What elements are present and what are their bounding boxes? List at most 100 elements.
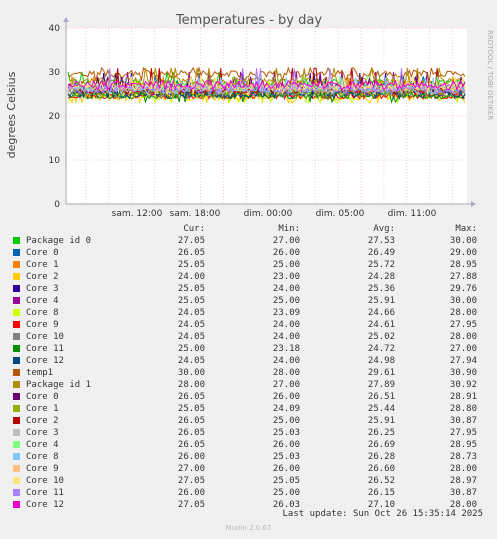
x-tick-label: dim. 05:00 [316,209,365,219]
legend-swatch [13,453,20,460]
y-tick-label: 30 [49,68,61,78]
legend-min: 25.00 [272,488,300,498]
legend-name: Core 12 [26,500,64,510]
legend-name: Core 9 [26,320,59,330]
legend-swatch [13,369,20,376]
legend-row: Package id 1 28.00 27.00 27.89 30.92 [12,379,492,391]
legend-row: Core 1 25.05 24.09 25.44 28.80 [12,403,492,415]
header-min: Min: [278,224,300,234]
y-tick-labels: 0 10 20 30 40 [49,24,61,210]
series-line [67,76,466,96]
legend-max: 27.88 [449,272,477,282]
legend-row: Core 0 26.05 26.00 26.51 28.91 [12,391,492,403]
legend-cur: 25.05 [177,260,205,270]
legend-max: 28.97 [449,476,477,486]
x-tick-labels: sam. 12:00 sam. 18:00 dim. 00:00 dim. 05:00… [112,209,437,219]
legend-row: Core 12 27.05 26.03 27.10 28.00 [12,499,492,511]
legend-min: 23.00 [272,272,300,282]
legend-cur: 26.05 [177,416,205,426]
legend-cur: 24.05 [177,332,205,342]
legend-min: 24.00 [272,332,300,342]
legend-swatch [13,405,20,412]
series-line [67,76,466,100]
legend-cur: 27.05 [177,500,205,510]
legend-swatch [13,357,20,364]
legend-cur: 27.05 [177,476,205,486]
legend-min: 23.18 [272,344,300,354]
legend-swatch [13,381,20,388]
legend-cur: 27.00 [177,464,205,474]
legend-cur: 25.05 [177,284,205,294]
legend-avg: 26.28 [367,452,395,462]
legend-cur: 25.05 [177,404,205,414]
legend-avg: 26.60 [367,464,395,474]
legend-swatch [13,441,20,448]
legend-max: 29.00 [449,248,477,258]
legend-min: 24.00 [272,284,300,294]
legend-avg: 26.15 [367,488,395,498]
legend-cur: 28.00 [177,380,205,390]
legend-min: 26.00 [272,248,300,258]
legend-max: 30.92 [449,380,477,390]
legend-min: 28.00 [272,368,300,378]
y-tick-label: 10 [49,156,61,166]
legend-max: 28.95 [449,260,477,270]
legend-cur: 26.00 [177,452,205,462]
legend-swatch [13,285,20,292]
legend-max: 28.95 [449,440,477,450]
legend-max: 28.00 [449,308,477,318]
legend-name: Core 3 [26,284,59,294]
temperature-chart: Temperatures - by day degrees Celsius RR… [5,13,494,219]
legend-swatch [13,237,20,244]
legend-avg: 24.28 [367,272,395,282]
axes [63,17,476,207]
legend-min: 25.00 [272,416,300,426]
legend-max: 27.95 [449,428,477,438]
legend-row: Core 0 26.05 26.00 26.49 29.00 [12,247,492,259]
legend-row: Core 2 26.05 25.00 25.91 30.87 [12,415,492,427]
legend-min: 25.05 [272,476,300,486]
legend-name: Core 9 [26,464,59,474]
legend-cur: 24.05 [177,356,205,366]
legend-max: 28.91 [449,392,477,402]
legend-avg: 24.98 [367,356,395,366]
legend-min: 25.00 [272,296,300,306]
rrdtool-watermark: RRDTOOL / TOBI OETIKER [486,30,494,120]
legend-name: Core 8 [26,452,59,462]
legend-row: Core 3 26.05 25.03 26.25 27.95 [12,427,492,439]
legend-cur: 24.00 [177,272,205,282]
munin-version: Munin 2.0.67 [225,524,272,532]
legend-row: Core 9 24.05 24.00 24.61 27.95 [12,319,492,331]
chart-title: Temperatures - by day [175,13,322,28]
legend-cur: 25.05 [177,296,205,306]
legend-cur: 26.00 [177,488,205,498]
legend-name: Core 4 [26,296,59,306]
grid [66,27,467,204]
legend-row: Core 12 24.05 24.00 24.98 27.94 [12,355,492,367]
legend-avg: 26.52 [367,476,395,486]
legend-avg: 25.02 [367,332,395,342]
legend-swatch [13,309,20,316]
legend-row: Core 10 27.05 25.05 26.52 28.97 [12,475,492,487]
legend-avg: 29.61 [367,368,395,378]
legend-row: Core 8 26.00 25.03 26.28 28.73 [12,451,492,463]
legend-min: 27.00 [272,380,300,390]
legend-row: Core 11 25.00 23.18 24.72 27.00 [12,343,492,355]
legend-min: 24.09 [272,404,300,414]
legend-cur: 26.05 [177,428,205,438]
legend-swatch [13,501,20,508]
series-line [67,66,466,83]
legend-name: Package id 1 [26,380,92,390]
legend-max: 30.87 [449,488,477,498]
legend-avg: 26.49 [367,248,395,258]
legend-cur: 30.00 [177,368,205,378]
legend-cur: 26.05 [177,248,205,258]
legend-avg: 24.66 [367,308,395,318]
legend-name: Core 12 [26,356,64,366]
legend-row: Core 4 25.05 25.00 25.91 30.00 [12,295,492,307]
legend-min: 24.00 [272,320,300,330]
series-lines [67,66,466,105]
legend-swatch [13,273,20,280]
y-tick-label: 20 [49,112,61,122]
legend-min: 26.00 [272,440,300,450]
